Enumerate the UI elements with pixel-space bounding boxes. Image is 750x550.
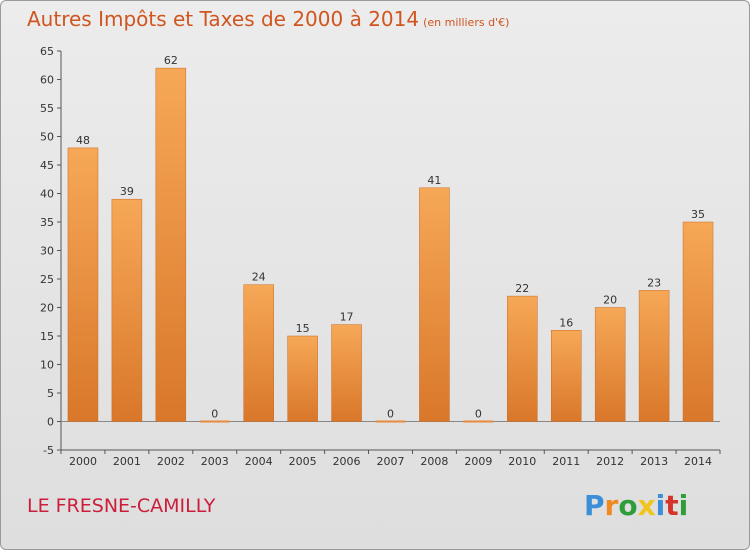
bar (594, 307, 626, 422)
x-tick-label: 2000 (69, 455, 97, 468)
y-tick-label: 30 (40, 245, 54, 258)
y-tick-label: -5 (43, 444, 54, 457)
x-tick-label: 2013 (640, 455, 668, 468)
location-label: LE FRESNE-CAMILLY (27, 495, 216, 517)
y-tick-label: 60 (40, 74, 54, 87)
data-label: 0 (211, 408, 218, 421)
data-label: 39 (120, 185, 134, 198)
x-tick-label: 2012 (596, 455, 624, 468)
bar (375, 420, 406, 423)
data-label: 0 (387, 408, 394, 421)
y-tick-label: 20 (40, 302, 54, 315)
bar (111, 198, 143, 422)
y-tick-label: 40 (40, 188, 54, 201)
data-label: 24 (252, 271, 266, 284)
y-tick-label: 15 (40, 330, 54, 343)
proxiti-logo: Proxiti (584, 489, 689, 522)
x-tick-label: 2009 (464, 455, 492, 468)
x-tick-label: 2002 (157, 455, 185, 468)
bar (682, 221, 714, 422)
bar (550, 330, 582, 422)
data-label: 35 (691, 208, 705, 221)
bar (199, 420, 230, 423)
data-label: 16 (559, 316, 573, 329)
data-label: 20 (603, 294, 617, 307)
x-tick-label: 2003 (201, 455, 229, 468)
unit-note: (en milliers d'€) (423, 16, 510, 29)
bar (243, 284, 274, 422)
bar (638, 290, 670, 422)
x-tick-label: 2010 (508, 455, 536, 468)
data-label: 41 (427, 174, 441, 187)
chart-title: Autres Impôts et Taxes de 2000 à 2014 (en… (27, 7, 510, 31)
data-label: 17 (340, 311, 354, 324)
data-label: 62 (164, 54, 178, 67)
data-label: 48 (76, 134, 90, 147)
x-tick-label: 2001 (113, 455, 141, 468)
data-label: 22 (515, 282, 529, 295)
bar (287, 335, 318, 422)
bar (463, 420, 494, 423)
x-tick-label: 2011 (552, 455, 580, 468)
y-tick-label: 0 (47, 416, 54, 429)
y-tick-label: 5 (47, 387, 54, 400)
y-tick-label: 45 (40, 159, 54, 172)
data-label: 15 (296, 322, 310, 335)
x-tick-label: 2007 (377, 455, 405, 468)
bar (67, 147, 99, 422)
y-tick-label: 35 (40, 216, 54, 229)
x-tick-label: 2014 (684, 455, 712, 468)
y-tick-label: 10 (40, 359, 54, 372)
x-tick-label: 2008 (420, 455, 448, 468)
data-label: 0 (475, 408, 482, 421)
x-tick-label: 2006 (333, 455, 361, 468)
y-tick-label: 25 (40, 273, 54, 286)
y-tick-label: 55 (40, 102, 54, 115)
bar (331, 324, 362, 422)
y-tick-label: 50 (40, 131, 54, 144)
data-label: 23 (647, 276, 661, 289)
bar (507, 295, 538, 422)
x-tick-label: 2004 (245, 455, 273, 468)
bar (155, 67, 187, 422)
bar (419, 187, 450, 422)
y-tick-label: 65 (40, 45, 54, 58)
x-tick-label: 2005 (289, 455, 317, 468)
